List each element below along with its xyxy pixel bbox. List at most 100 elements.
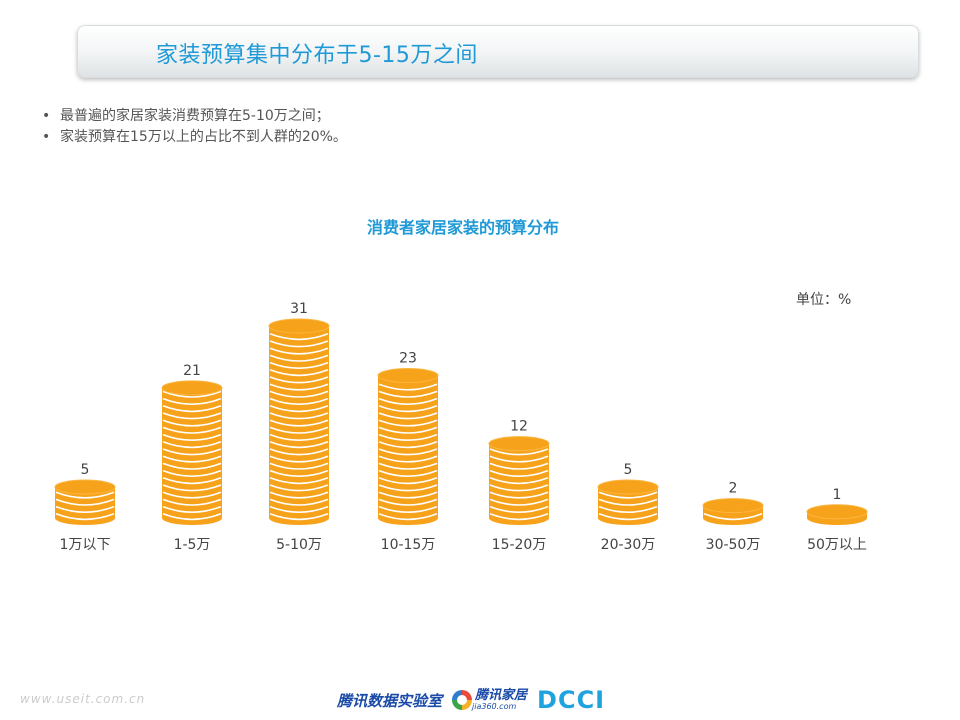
coin-edge-line xyxy=(598,505,658,513)
chart-title: 消费者家居家装的预算分布 xyxy=(366,218,559,237)
coin-stack-body xyxy=(269,326,329,518)
dcci-logo: DCCI xyxy=(537,686,606,714)
data-label: 5 xyxy=(81,462,90,478)
coin-edge-line xyxy=(269,361,329,369)
coin-edge-line xyxy=(269,477,329,485)
coin-edge-line xyxy=(162,491,222,499)
jiaju-logo-text-group: 腾讯家居 jia360.com xyxy=(472,689,527,711)
coin-stack-top xyxy=(268,318,330,334)
coin-edge-line xyxy=(378,397,438,405)
coin-stack xyxy=(268,318,330,525)
coin-edge-line xyxy=(378,484,438,492)
coin-edge-line xyxy=(378,383,438,391)
coin-edge-line xyxy=(598,513,658,521)
coin-edge-line xyxy=(162,441,222,449)
coin-edge-line xyxy=(162,498,222,506)
data-label: 23 xyxy=(399,351,417,367)
coin-edge-line xyxy=(162,390,222,398)
coin-stack xyxy=(597,479,659,525)
coin-edge-line xyxy=(489,455,549,463)
coin-edge-line xyxy=(378,441,438,449)
coin-edge-line xyxy=(269,491,329,499)
coin-stack xyxy=(377,368,439,525)
coin-stack-bottom xyxy=(489,511,549,525)
coin-stack-bottom xyxy=(269,511,329,525)
footer-watermark-url: www.useit.com.cn xyxy=(20,692,146,706)
coin-edge-line xyxy=(162,426,222,434)
data-label: 21 xyxy=(183,363,201,379)
bullet-item: • 家装预算在15万以上的占比不到人群的20%。 xyxy=(42,127,347,148)
coin-edge-line xyxy=(55,498,115,506)
coin-edge-line xyxy=(489,448,549,456)
coin-edge-line xyxy=(269,469,329,477)
coin-edge-line xyxy=(269,419,329,427)
coin-edge-line xyxy=(378,412,438,420)
category-label: 1万以下 xyxy=(60,537,111,553)
coin-edge-line xyxy=(162,419,222,427)
coin-stack xyxy=(806,504,868,525)
coin-edge-line xyxy=(269,369,329,377)
bullet-text: 家装预算在15万以上的占比不到人群的20%。 xyxy=(60,129,347,145)
coin-stack-bottom xyxy=(598,511,658,525)
coin-edge-line xyxy=(55,491,115,499)
coin-edge-line xyxy=(378,448,438,456)
data-label: 12 xyxy=(510,419,528,435)
coin-edge-line xyxy=(269,390,329,398)
tencent-jiaju-logo: 腾讯家居 jia360.com xyxy=(452,689,527,711)
coin-edge-line xyxy=(269,433,329,441)
category-label: 10-15万 xyxy=(381,537,436,553)
coin-stack-bottom xyxy=(55,511,115,525)
coin-edge-line xyxy=(489,491,549,499)
coin-edge-line xyxy=(269,397,329,405)
coin-edge-line xyxy=(378,513,438,521)
jiaju-circle-icon xyxy=(452,690,473,710)
coin-edge-line xyxy=(378,477,438,485)
bullet-list: • 最普遍的家居家装消费预算在5-10万之间； • 家装预算在15万以上的占比不… xyxy=(42,106,347,148)
jiaju-logo-subtext: jia360.com xyxy=(472,701,517,711)
coin-edge-line xyxy=(269,505,329,513)
coin-edge-line xyxy=(162,455,222,463)
coin-stack xyxy=(161,380,223,525)
coin-edge-line xyxy=(378,455,438,463)
coin-edge-line xyxy=(378,390,438,398)
coin-edge-line xyxy=(269,412,329,420)
coin-edge-line xyxy=(489,505,549,513)
coin-edge-line xyxy=(269,405,329,413)
coin-edge-line xyxy=(269,498,329,506)
coin-edge-line xyxy=(162,448,222,456)
coin-edge-line xyxy=(269,426,329,434)
coin-edge-line xyxy=(269,354,329,362)
coin-edge-line xyxy=(162,484,222,492)
coin-stack-body xyxy=(162,387,222,518)
data-label: 31 xyxy=(290,301,308,317)
category-label: 30-50万 xyxy=(706,537,761,553)
tencent-lab-logo: 腾讯数据实验室 xyxy=(337,691,443,710)
coin-stack-top xyxy=(161,380,223,396)
unit-label: 单位：% xyxy=(796,292,852,308)
coin-edge-line xyxy=(269,513,329,521)
coin-edge-line xyxy=(598,498,658,506)
data-label: 2 xyxy=(729,481,738,497)
coin-edge-line xyxy=(269,376,329,384)
coin-edge-line xyxy=(378,498,438,506)
coin-edge-line xyxy=(378,433,438,441)
coin-edge-line xyxy=(162,462,222,470)
coin-edge-line xyxy=(269,462,329,470)
coin-edge-line xyxy=(378,491,438,499)
coin-edge-line xyxy=(269,484,329,492)
coin-edge-line xyxy=(269,333,329,341)
bullet-dot: • xyxy=(42,129,51,145)
coin-stack xyxy=(54,479,116,525)
coin-edge-line xyxy=(489,513,549,521)
coin-stack xyxy=(702,498,764,525)
coin-edge-line xyxy=(378,405,438,413)
category-label: 5-10万 xyxy=(276,537,322,553)
category-label: 20-30万 xyxy=(601,537,656,553)
coin-edge-line xyxy=(162,412,222,420)
coin-stack-top xyxy=(702,498,764,514)
coin-stack xyxy=(488,436,550,525)
coin-edge-line xyxy=(378,426,438,434)
coin-edge-line xyxy=(489,498,549,506)
footer-logos: 腾讯数据实验室 腾讯家居 jia360.com DCCI xyxy=(337,686,605,714)
